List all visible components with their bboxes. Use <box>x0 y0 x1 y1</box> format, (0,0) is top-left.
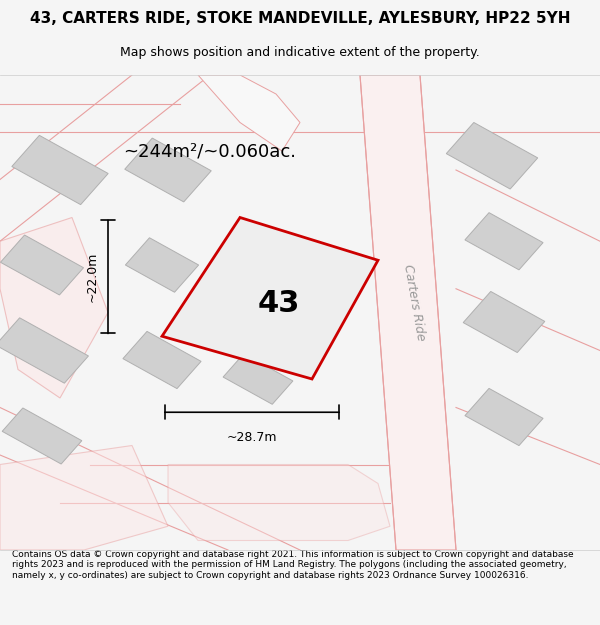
Polygon shape <box>223 354 293 404</box>
Polygon shape <box>168 464 390 541</box>
Polygon shape <box>125 138 211 202</box>
Polygon shape <box>463 291 545 352</box>
Polygon shape <box>465 213 543 270</box>
Text: Carters Ride: Carters Ride <box>401 264 427 342</box>
Polygon shape <box>0 217 108 398</box>
Text: 43, CARTERS RIDE, STOKE MANDEVILLE, AYLESBURY, HP22 5YH: 43, CARTERS RIDE, STOKE MANDEVILLE, AYLE… <box>30 11 570 26</box>
Text: ~22.0m: ~22.0m <box>86 252 99 302</box>
Polygon shape <box>125 238 199 292</box>
Polygon shape <box>0 446 168 550</box>
Polygon shape <box>2 408 82 464</box>
Polygon shape <box>123 331 201 389</box>
Text: ~28.7m: ~28.7m <box>227 431 277 444</box>
Polygon shape <box>12 136 108 204</box>
Text: Map shows position and indicative extent of the property.: Map shows position and indicative extent… <box>120 46 480 59</box>
Polygon shape <box>446 122 538 189</box>
Polygon shape <box>0 318 88 383</box>
Polygon shape <box>360 75 456 550</box>
Polygon shape <box>465 388 543 446</box>
Polygon shape <box>1 235 83 295</box>
Text: Contains OS data © Crown copyright and database right 2021. This information is : Contains OS data © Crown copyright and d… <box>12 550 574 580</box>
Polygon shape <box>198 75 300 151</box>
Polygon shape <box>162 217 378 379</box>
Text: ~244m²/~0.060ac.: ~244m²/~0.060ac. <box>124 142 296 160</box>
Text: 43: 43 <box>258 289 300 318</box>
